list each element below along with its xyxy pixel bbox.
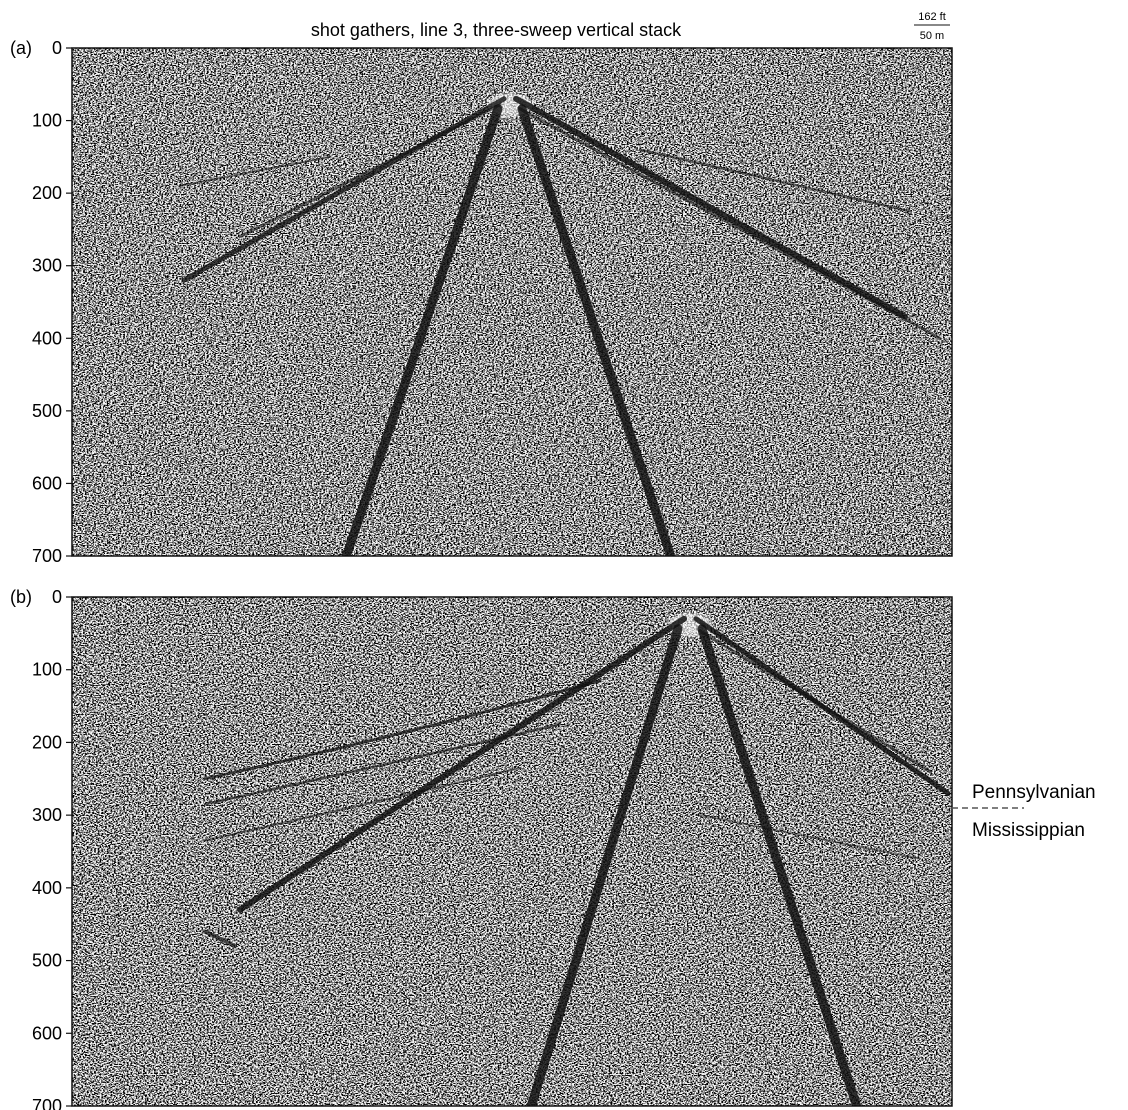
panel-b-events xyxy=(203,612,951,1106)
panel-a-y-axis: 0 100 200 300 400 500 600 700 xyxy=(32,38,72,566)
reflector-5 xyxy=(699,814,921,860)
y-tick-label: 700 xyxy=(32,546,62,566)
boundary-label-upper: Pennsylvanian xyxy=(972,782,1096,803)
panel-b: (b) 0 100 200 300 400 500 600 700 xyxy=(10,587,953,1110)
refraction-right xyxy=(513,95,908,320)
y-tick-label: 400 xyxy=(32,878,62,898)
y-tick-label: 300 xyxy=(32,256,62,276)
reflector-right xyxy=(638,148,912,213)
y-tick-label: 700 xyxy=(32,1096,62,1110)
panel-a-label: (a) xyxy=(10,38,32,58)
reflector-2 xyxy=(203,723,562,806)
scale-bar-feet: 162 ft xyxy=(918,11,946,23)
refraction-left-2 xyxy=(238,103,502,239)
figure-title: shot gathers, line 3, three-sweep vertic… xyxy=(311,20,682,40)
y-tick-label: 200 xyxy=(32,732,62,752)
y-tick-label: 500 xyxy=(32,951,62,971)
scale-bar-meters: 50 m xyxy=(920,30,944,42)
reflector-1 xyxy=(203,679,602,781)
reflector-3 xyxy=(203,766,522,842)
panel-a: (a) 0 100 200 300 400 500 600 700 xyxy=(10,38,953,566)
y-tick-label: 500 xyxy=(32,401,62,421)
panel-b-label: (b) xyxy=(10,587,32,607)
panel-b-y-axis: 0 100 200 300 400 500 600 700 xyxy=(32,587,72,1110)
boundary-label-lower: Mississippian xyxy=(972,820,1085,841)
y-tick-label: 0 xyxy=(52,587,62,607)
reflector-left xyxy=(179,155,331,187)
panel-a-traces xyxy=(72,48,952,556)
ground-roll-left xyxy=(526,624,683,1106)
y-tick-label: 600 xyxy=(32,473,62,493)
refraction-left xyxy=(237,615,687,913)
scale-bar: 162 ft 50 m xyxy=(914,11,950,42)
y-tick-label: 400 xyxy=(32,328,62,348)
refraction-right-2 xyxy=(518,107,942,340)
reflector-4 xyxy=(203,929,237,949)
refraction-right-2 xyxy=(698,629,932,774)
y-tick-label: 100 xyxy=(32,660,62,680)
panel-b-traces xyxy=(72,597,952,1106)
y-tick-label: 200 xyxy=(32,183,62,203)
y-tick-label: 300 xyxy=(32,805,62,825)
ground-roll-left xyxy=(341,104,503,556)
y-tick-label: 100 xyxy=(32,111,62,131)
ground-roll-right xyxy=(517,104,676,556)
y-tick-label: 600 xyxy=(32,1023,62,1043)
ground-roll-right xyxy=(697,624,862,1106)
boundary-annotation: Pennsylvanian Mississippian xyxy=(952,782,1096,841)
y-tick-label: 0 xyxy=(52,38,62,58)
panel-a-events xyxy=(179,92,942,556)
